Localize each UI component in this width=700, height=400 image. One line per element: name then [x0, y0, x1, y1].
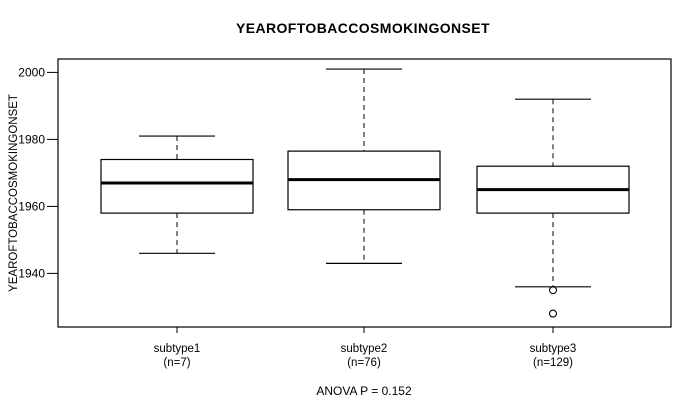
- anova-annotation: ANOVA P = 0.152: [316, 384, 412, 398]
- boxplot-series: [100, 68, 630, 318]
- y-tick-label: 1940: [18, 266, 45, 280]
- category-sublabel: (n=76): [347, 357, 381, 369]
- y-tick-label: 1980: [18, 132, 45, 146]
- outlier-point: [548, 309, 558, 318]
- category-label: subtype1: [154, 343, 201, 355]
- y-tick-label: 2000: [18, 65, 45, 79]
- chart-title: YEAROFTOBACCOSMOKINGONSET: [236, 20, 490, 36]
- category-sublabel: (n=129): [533, 357, 573, 369]
- y-axis-title: YEAROFTOBACCOSMOKINGONSET: [8, 94, 20, 292]
- category-sublabel: (n=7): [163, 357, 190, 369]
- plot-frame: [57, 58, 672, 328]
- iqr-box: [100, 158, 254, 214]
- x-axis: subtype1 (n=7) subtype2 (n=76) subtype3 (n=12…: [154, 327, 577, 369]
- y-tick-label: 1960: [18, 199, 45, 213]
- outlier-point: [548, 286, 558, 295]
- category-label: subtype2: [341, 343, 388, 355]
- y-axis: 1940 1960 1980 2000: [18, 65, 58, 280]
- category-label: subtype3: [530, 343, 577, 355]
